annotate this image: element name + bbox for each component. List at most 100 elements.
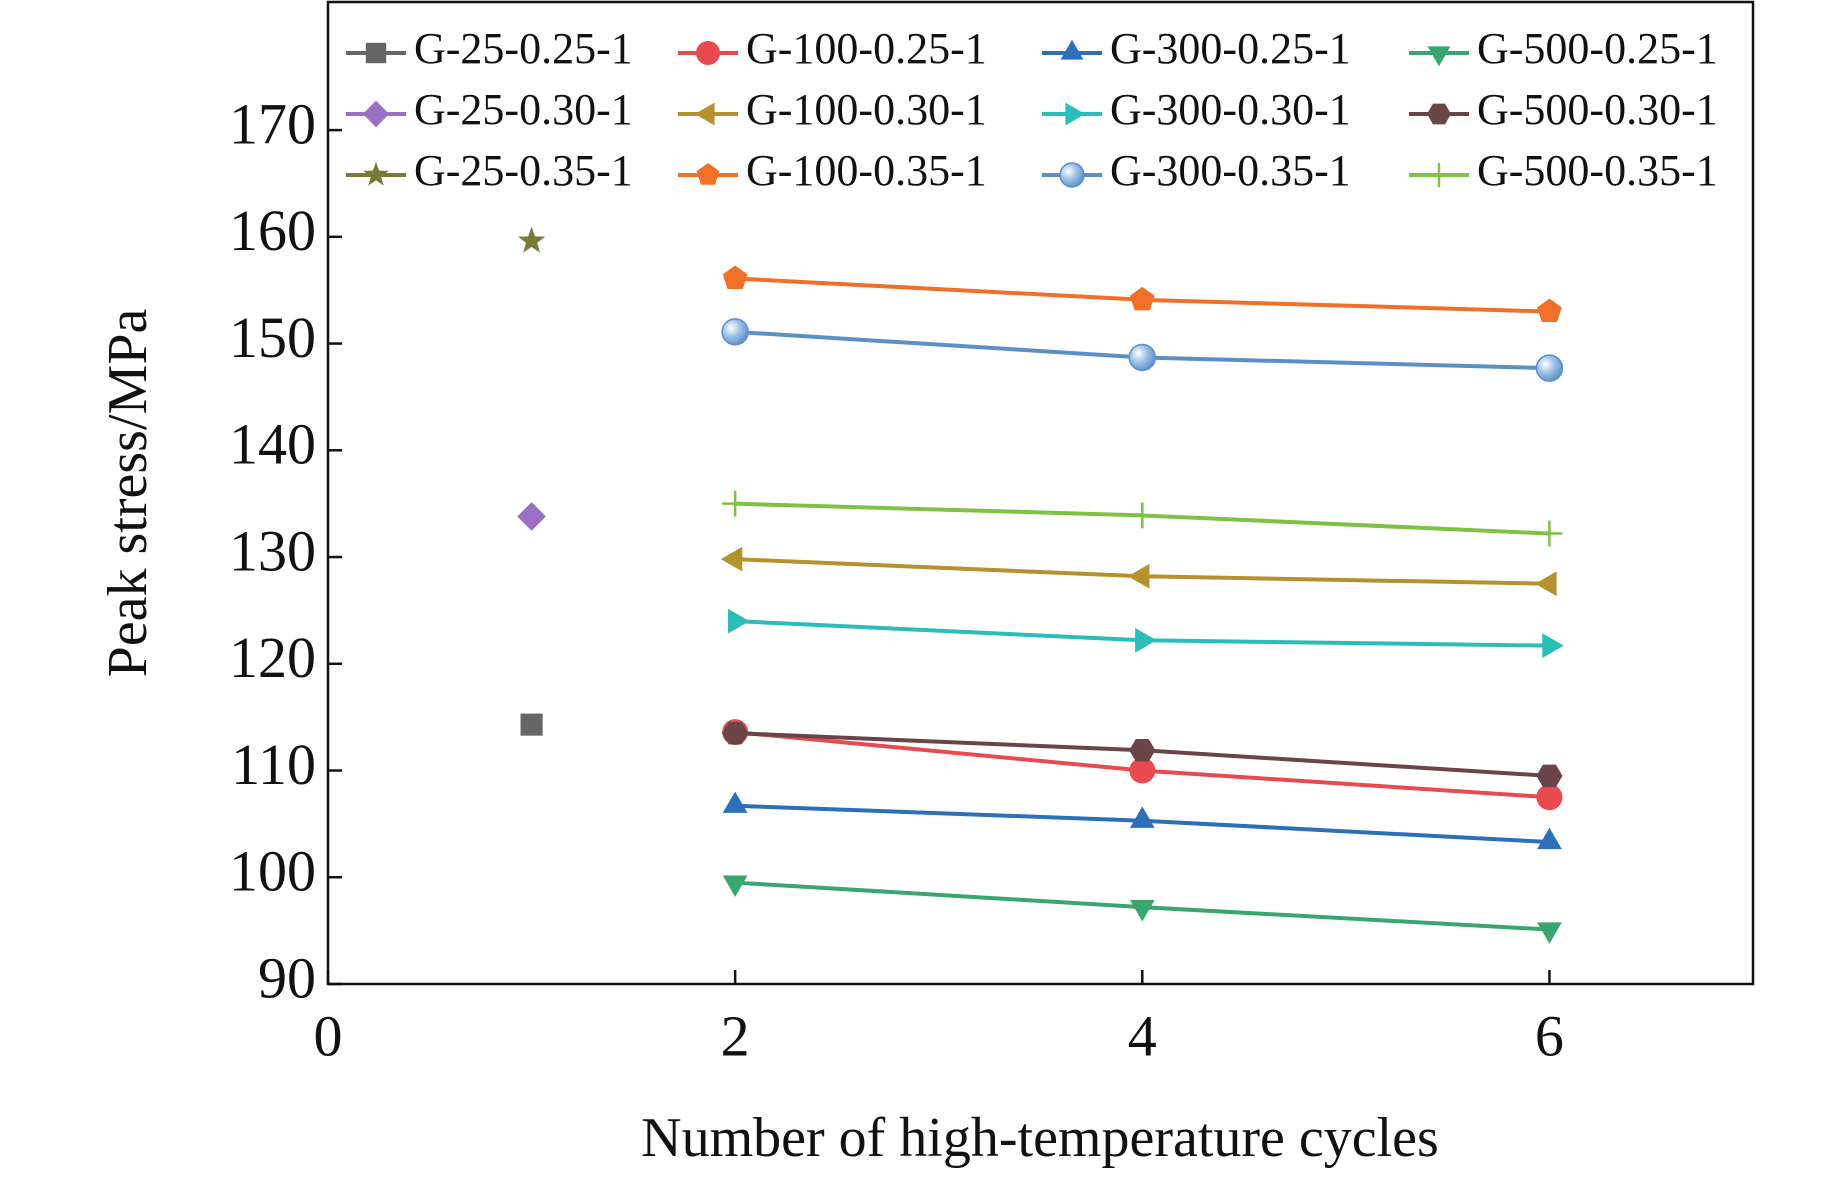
marker (1536, 784, 1563, 811)
marker-shape (727, 608, 750, 634)
marker-shape (1060, 39, 1084, 60)
marker (1427, 163, 1451, 187)
x-tick-label: 6 (1535, 1003, 1564, 1068)
marker (363, 161, 389, 186)
legend-label: G-300-0.30-1 (1110, 85, 1351, 134)
marker-shape (1129, 286, 1155, 311)
marker-shape (1059, 162, 1085, 188)
x-tick-label: 4 (1128, 1003, 1157, 1068)
y-tick-label: 150 (229, 305, 316, 370)
marker-shape (1542, 633, 1564, 659)
marker (1542, 633, 1564, 659)
marker (721, 318, 749, 346)
marker-shape (1129, 757, 1156, 784)
legend-label: G-100-0.35-1 (746, 146, 987, 195)
marker (722, 490, 749, 517)
marker (1129, 502, 1156, 529)
marker (1129, 806, 1155, 828)
legend-label: G-500-0.35-1 (1477, 146, 1718, 195)
marker (694, 102, 715, 126)
marker-shape (363, 161, 389, 186)
marker-shape (1427, 163, 1451, 187)
marker (1129, 738, 1156, 762)
marker-shape (1135, 627, 1157, 653)
marker-shape (1537, 827, 1562, 850)
marker (727, 608, 750, 634)
marker-shape (1129, 502, 1156, 529)
marker (517, 226, 546, 253)
marker-shape (696, 41, 720, 65)
marker (1535, 354, 1564, 382)
marker-shape (1065, 102, 1086, 126)
marker (1535, 571, 1557, 597)
marker-shape (1537, 922, 1562, 944)
marker (1427, 46, 1451, 67)
marker (1060, 39, 1084, 60)
marker (1537, 827, 1562, 850)
legend-label: G-25-0.25-1 (414, 24, 633, 73)
x-axis-title: Number of high-temperature cycles (641, 1107, 1439, 1169)
marker-shape (1536, 784, 1563, 811)
marker (1537, 298, 1562, 323)
marker (722, 721, 749, 745)
marker-shape (722, 791, 748, 813)
y-tick-label: 140 (229, 412, 316, 477)
marker-shape (365, 42, 387, 64)
marker (1129, 286, 1155, 311)
marker-shape (1536, 520, 1563, 547)
marker-shape (1536, 764, 1563, 788)
legend-label: G-500-0.25-1 (1477, 24, 1718, 73)
marker (1059, 162, 1085, 188)
y-axis-title: Peak stress/MPa (97, 309, 159, 678)
marker-shape (721, 318, 749, 346)
legend-label: G-300-0.35-1 (1110, 146, 1351, 195)
marker (520, 713, 543, 736)
marker (1135, 627, 1157, 653)
marker (1536, 520, 1563, 547)
x-tick-label: 2 (721, 1003, 750, 1068)
marker (1537, 922, 1562, 944)
marker-shape (1129, 806, 1155, 828)
plot-frame (326, 0, 1755, 986)
marker (1129, 757, 1156, 784)
marker (1065, 102, 1086, 126)
legend-label: G-25-0.30-1 (414, 85, 633, 134)
marker-shape (1129, 899, 1155, 922)
marker-shape (722, 490, 749, 517)
y-tick-label: 100 (229, 839, 316, 904)
marker-shape (722, 875, 748, 897)
marker (1128, 343, 1157, 372)
y-tick-label: 110 (231, 732, 316, 797)
marker-shape (1427, 46, 1451, 67)
marker (1127, 563, 1150, 589)
legend-label: G-500-0.30-1 (1477, 85, 1718, 134)
marker-shape (1129, 738, 1156, 762)
marker (365, 42, 387, 64)
marker-shape (520, 713, 543, 736)
marker-shape (517, 226, 546, 253)
marker (696, 41, 720, 65)
marker (722, 875, 748, 897)
marker (696, 163, 720, 185)
legend-label: G-300-0.25-1 (1110, 24, 1351, 73)
marker-shape (696, 163, 720, 185)
marker-shape (722, 265, 748, 289)
marker-shape (720, 546, 743, 572)
marker-shape (722, 721, 749, 745)
marker-shape (694, 102, 715, 126)
marker (722, 265, 748, 289)
marker (1536, 764, 1563, 788)
legend-label: G-100-0.30-1 (746, 85, 987, 134)
marker (1129, 899, 1155, 922)
y-tick-label: 90 (258, 945, 316, 1010)
y-tick-label: 160 (229, 198, 316, 263)
legend-label: G-100-0.25-1 (746, 24, 987, 73)
marker-shape (1537, 298, 1562, 323)
marker (1427, 103, 1451, 125)
marker (720, 546, 743, 572)
marker (722, 791, 748, 813)
marker-shape (1128, 343, 1157, 372)
marker-shape (517, 502, 546, 531)
marker-shape (1535, 571, 1557, 597)
